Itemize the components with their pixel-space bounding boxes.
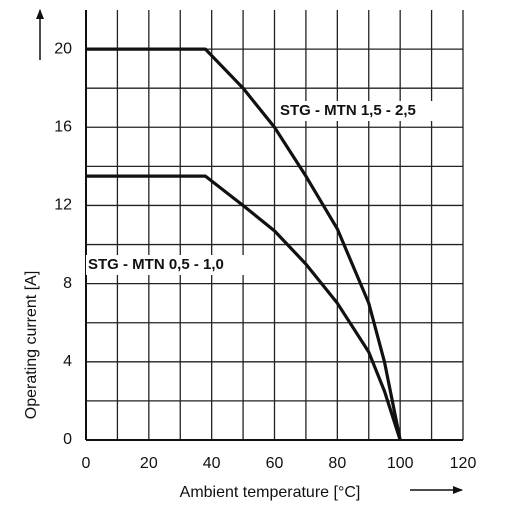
y-tick-label: 4 (63, 353, 72, 370)
label-bg (278, 101, 460, 121)
series-line (86, 47, 402, 441)
y-tick-label: 20 (54, 40, 72, 57)
label-bg (86, 255, 268, 275)
y-tick-label: 12 (54, 197, 72, 214)
series-label: STG - MTN 1,5 - 2,5 (280, 102, 416, 119)
x-tick-label: 100 (387, 455, 414, 472)
y-axis-label: Operating current [A] (23, 271, 40, 420)
x-tick-label: 80 (328, 455, 346, 472)
x-tick-label: 120 (450, 455, 477, 472)
y-tick-label: 0 (63, 431, 72, 448)
series-line (86, 174, 402, 441)
x-tick-label: 0 (82, 455, 91, 472)
x-axis-label: Ambient temperature [°C] (180, 484, 361, 501)
x-tick-label: 40 (203, 455, 221, 472)
x-tick-label: 20 (140, 455, 158, 472)
x-tick-label: 60 (266, 455, 284, 472)
y-tick-label: 8 (63, 275, 72, 292)
y-tick-label: 16 (54, 118, 72, 135)
series-label: STG - MTN 0,5 - 1,0 (88, 256, 224, 273)
